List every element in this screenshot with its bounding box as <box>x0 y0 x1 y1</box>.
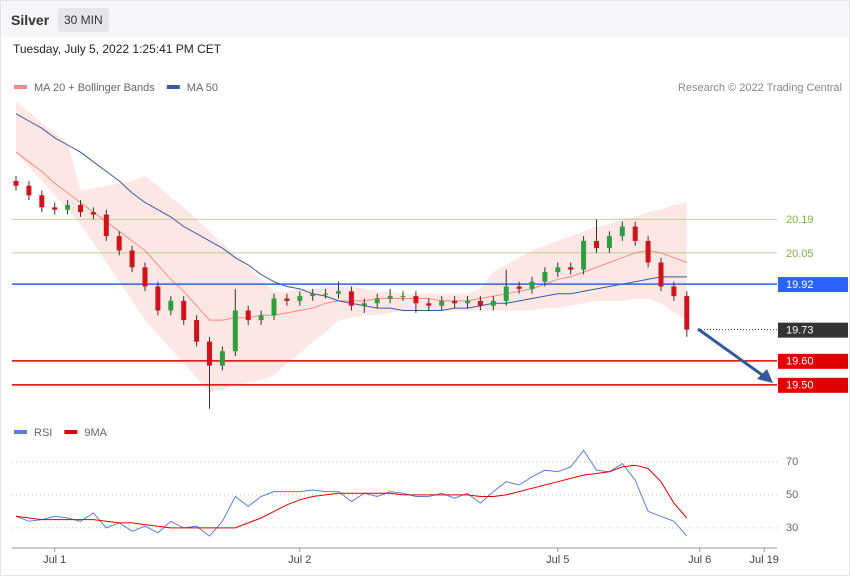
candle-body <box>142 267 148 287</box>
credit: Research © 2022 Trading Central <box>678 82 842 94</box>
candle-body <box>13 180 19 186</box>
candle-body <box>387 296 393 299</box>
candle-body <box>671 286 677 297</box>
candle-body <box>116 236 122 251</box>
candle-body <box>555 267 561 273</box>
legend-swatch <box>166 85 180 89</box>
header: Silver 30 MIN <box>1 1 849 37</box>
x-tick-label: Jul 6 <box>688 554 711 566</box>
candle-body <box>181 300 187 321</box>
candle-body <box>219 351 225 366</box>
candle-body <box>155 286 161 311</box>
bollinger-band <box>16 101 687 393</box>
candle-body <box>529 281 535 289</box>
candle-body <box>568 267 574 270</box>
timestamp: Tuesday, July 5, 2022 1:25:41 PM CET <box>13 42 222 56</box>
legend-label: 9MA <box>84 427 107 439</box>
level-label-bg <box>778 277 848 293</box>
candle-body <box>516 286 522 289</box>
candle-body <box>245 310 251 321</box>
candle-body <box>619 226 625 237</box>
x-tick-label: Jul 5 <box>546 554 569 566</box>
candle-body <box>323 293 329 295</box>
legend-label: MA 50 <box>187 82 218 94</box>
legend-swatch <box>14 85 27 89</box>
candle-body <box>594 240 599 249</box>
candle-body <box>336 291 341 294</box>
level-label: 19.92 <box>786 279 814 291</box>
y-tick-label: 50 <box>786 489 798 501</box>
candle-body <box>413 296 419 304</box>
candle-body <box>684 296 690 330</box>
level-label: 20.19 <box>786 214 814 226</box>
candle-body <box>258 315 264 321</box>
candle-body <box>103 214 109 237</box>
indicator-line <box>15 449 688 537</box>
title: Silver <box>11 12 50 28</box>
candle-body <box>39 195 45 208</box>
candle-body <box>490 300 496 306</box>
x-tick-label: Jul 2 <box>288 554 311 566</box>
x-tick-label: Jul 19 <box>750 554 779 566</box>
band-layer <box>12 101 777 393</box>
candle-body <box>284 298 290 301</box>
candle-body <box>374 298 380 304</box>
candle-body <box>606 236 612 249</box>
level-label-bg <box>778 353 848 369</box>
candle-body <box>465 300 470 304</box>
candle-body <box>297 296 303 301</box>
candle-body <box>65 204 71 210</box>
y-tick-label: 30 <box>786 522 798 534</box>
legend-swatch <box>14 430 27 434</box>
indicator-line <box>15 464 688 529</box>
candle-body <box>477 300 483 306</box>
candle-body <box>400 296 406 298</box>
candle-body <box>26 185 32 196</box>
candle-body <box>207 341 212 366</box>
candle-body <box>361 303 367 306</box>
candle-body <box>129 250 135 268</box>
candle-body <box>503 286 509 301</box>
candle-body <box>78 204 83 213</box>
candle-body <box>90 212 96 215</box>
candle-body <box>310 293 316 297</box>
candle-body <box>632 226 638 241</box>
legend-label: MA 20 + Bollinger Bands <box>34 82 155 94</box>
main-layer: MA 20 + Bollinger Bands MA 50 Research © 2… <box>12 82 848 566</box>
level-label: 19.50 <box>786 380 814 392</box>
level-label: 19.73 <box>786 325 814 337</box>
legend-swatch <box>64 430 78 434</box>
candle-body <box>232 310 238 352</box>
candle-body <box>645 240 651 263</box>
forecast-arrow-head <box>757 369 773 383</box>
candle-body <box>271 298 277 316</box>
y-tick-label: 70 <box>786 456 798 468</box>
candle-body <box>52 207 58 210</box>
candle-body <box>426 303 432 306</box>
legend-label: RSI <box>34 427 52 439</box>
candle-body <box>348 291 354 306</box>
level-label-bg <box>778 322 848 338</box>
candle-body <box>452 300 458 304</box>
candle-body <box>194 320 200 342</box>
candle-body <box>542 272 548 282</box>
level-label-bg <box>778 377 848 393</box>
candle-body <box>581 240 587 270</box>
candle-body <box>658 262 664 287</box>
level-label: 20.05 <box>786 248 814 260</box>
level-label: 19.60 <box>786 356 814 368</box>
x-tick-label: Jul 1 <box>43 554 66 566</box>
interval-button[interactable]: 30 MIN <box>58 8 109 32</box>
forecast-arrow <box>697 327 766 379</box>
candle-body <box>439 300 445 306</box>
candle-body <box>168 300 174 311</box>
